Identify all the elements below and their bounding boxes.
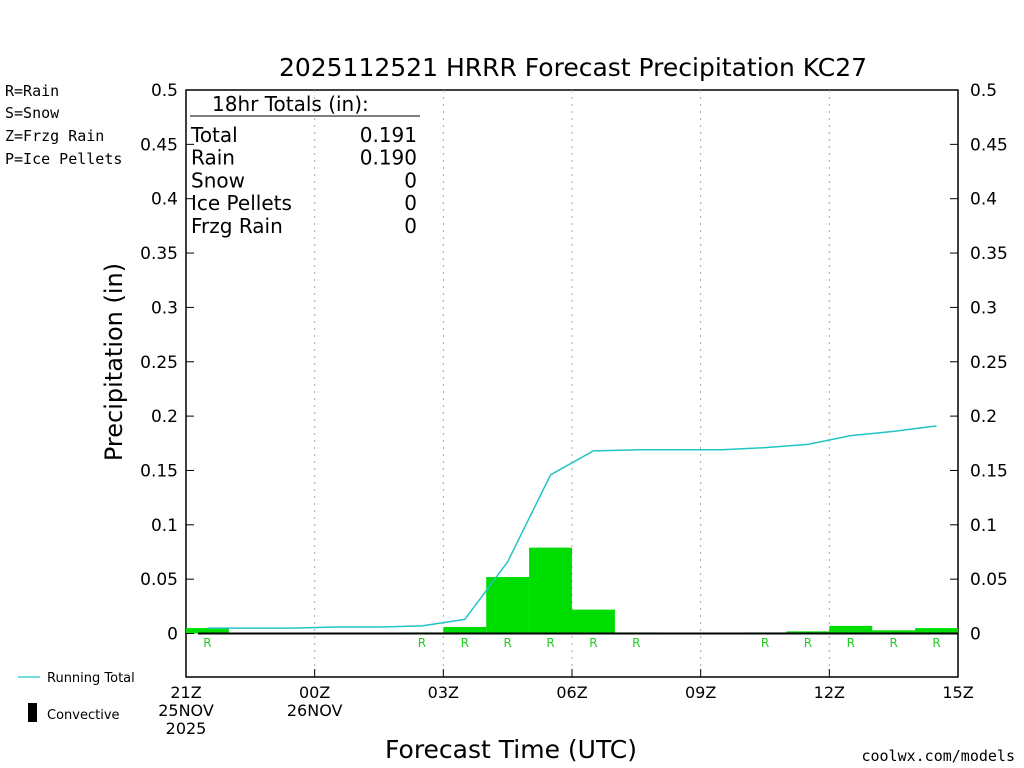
y-tick-label-right: 0.25 xyxy=(970,353,1008,373)
precip-type-marker: R xyxy=(932,636,940,650)
y-tick-label-right: 0.3 xyxy=(970,298,997,318)
y-tick-label-left: 0.05 xyxy=(140,570,178,590)
x-tick-label: 21Z xyxy=(170,683,201,702)
x-tick-label: 12Z xyxy=(814,683,845,702)
totals-row-value: 0 xyxy=(404,214,417,238)
y-tick-label-right: 0 xyxy=(970,625,981,645)
legend-frzg-rain: Z=Frzg Rain xyxy=(5,127,104,145)
legend-rain: R=Rain xyxy=(5,82,59,100)
x-tick-label: 25NOV xyxy=(158,701,214,720)
y-tick-label-right: 0.5 xyxy=(970,81,997,101)
precip-type-marker: R xyxy=(632,636,640,650)
precip-type-marker: R xyxy=(546,636,554,650)
precip-type-legend: R=Rain S=Snow Z=Frzg Rain P=Ice Pellets xyxy=(5,82,122,168)
x-tick-label: 09Z xyxy=(685,683,716,702)
x-axis-label: Forecast Time (UTC) xyxy=(385,735,637,764)
precip-type-marker: R xyxy=(761,636,769,650)
precip-bar xyxy=(486,576,530,634)
totals-row-label: Total xyxy=(190,123,238,147)
y-tick-label-left: 0.1 xyxy=(151,516,178,536)
x-tick-label: 00Z xyxy=(299,683,330,702)
y-axis-label: Precipitation (in) xyxy=(100,263,128,461)
y-tick-label-left: 0.45 xyxy=(140,135,178,155)
totals-row-label: Frzg Rain xyxy=(191,214,283,238)
precip-bar xyxy=(915,628,958,634)
y-tick-label-right: 0.35 xyxy=(970,244,1008,264)
running-total-legend-label: Running Total xyxy=(47,671,135,686)
precip-type-marker: R xyxy=(461,636,469,650)
x-tick-label: 26NOV xyxy=(287,701,343,720)
convective-legend-swatch xyxy=(28,703,37,722)
bars xyxy=(186,547,958,634)
running-total-layer xyxy=(207,425,937,629)
legend-snow: S=Snow xyxy=(5,104,60,122)
totals-row-value: 0 xyxy=(404,168,417,192)
bottom-legend: Running Total Convective xyxy=(18,671,135,723)
totals-row-value: 0.191 xyxy=(360,123,417,147)
precip-type-marker: R xyxy=(804,636,812,650)
y-tick-label-right: 0.2 xyxy=(970,407,997,427)
y-tick-label-left: 0.3 xyxy=(151,298,178,318)
y-tick-label-right: 0.4 xyxy=(970,190,997,210)
y-tick-label-right: 0.45 xyxy=(970,135,1008,155)
x-tick-label: 15Z xyxy=(942,683,973,702)
precip-type-marker: R xyxy=(847,636,855,650)
precip-bar xyxy=(872,630,916,634)
totals-heading: 18hr Totals (in): xyxy=(212,92,369,116)
y-tick-label-right: 0.1 xyxy=(970,516,997,536)
precip-bar xyxy=(443,626,487,634)
legend-ice-pellets: P=Ice Pellets xyxy=(5,150,122,168)
totals-row-label: Snow xyxy=(191,168,245,192)
precip-bar xyxy=(529,547,572,634)
precip-bar xyxy=(829,625,873,634)
precip-type-marker: R xyxy=(889,636,897,650)
precip-type-marker: R xyxy=(589,636,597,650)
y-tick-label-left: 0.35 xyxy=(140,244,178,264)
credit-text: coolwx.com/models xyxy=(861,747,1015,765)
x-tick-label: 06Z xyxy=(556,683,587,702)
convective-legend-label: Convective xyxy=(47,708,120,723)
chart-title: 2025112521 HRRR Forecast Precipitation K… xyxy=(279,53,867,82)
totals-row-label: Rain xyxy=(191,146,235,170)
y-tick-label-right: 0.05 xyxy=(970,570,1008,590)
y-tick-label-left: 0 xyxy=(167,625,178,645)
running-total-line xyxy=(207,425,937,629)
precip-bar xyxy=(572,609,615,634)
x-tick-label: 03Z xyxy=(428,683,459,702)
precip-bar xyxy=(186,628,229,634)
y-tick-label-left: 0.2 xyxy=(151,407,178,427)
x-tick-label: 2025 xyxy=(166,719,207,738)
y-axis-ticks: 0 00.05 0.050.1 0.10.15 0.150.2 0.20.25 0.250.… xyxy=(140,81,1008,645)
precip-type-marker: R xyxy=(203,636,211,650)
precip-type-marker: R xyxy=(503,636,511,650)
totals-row-label: Ice Pellets xyxy=(191,191,292,215)
precip-bar xyxy=(786,631,830,634)
totals-row-value: 0.190 xyxy=(360,146,417,170)
y-tick-label-left: 0.5 xyxy=(151,81,178,101)
precip-type-marker: R xyxy=(418,636,426,650)
y-tick-label-left: 0.15 xyxy=(140,461,178,481)
y-tick-label-left: 0.25 xyxy=(140,353,178,373)
totals-box: 18hr Totals (in): Total 0.191 Rain 0.190 Sno… xyxy=(190,92,420,238)
y-tick-label-left: 0.4 xyxy=(151,190,178,210)
totals-row-value: 0 xyxy=(404,191,417,215)
y-tick-label-right: 0.15 xyxy=(970,461,1008,481)
